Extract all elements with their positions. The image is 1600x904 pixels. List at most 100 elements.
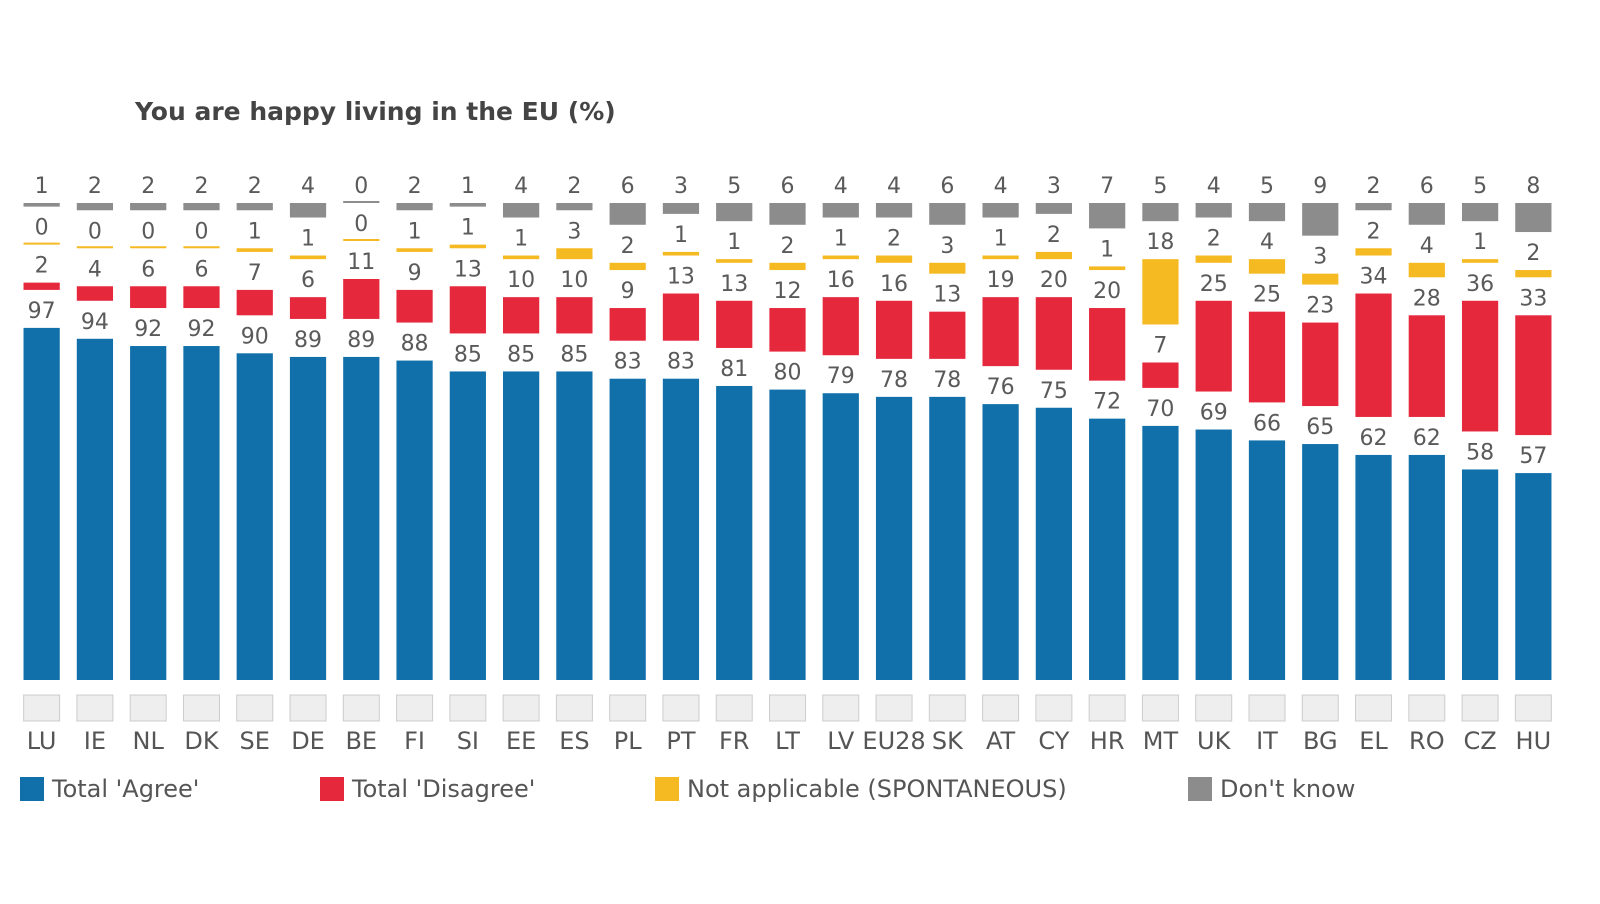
bar (929, 262, 966, 274)
value-label: 7 (248, 261, 262, 286)
flag (1141, 694, 1179, 722)
value-label: 4 (1420, 234, 1434, 259)
value-label: 89 (294, 328, 322, 353)
bar (236, 203, 273, 211)
value-label: 16 (880, 272, 908, 297)
bar (1302, 444, 1339, 680)
bar (1035, 407, 1072, 680)
bar (1089, 418, 1126, 680)
bar (396, 289, 433, 323)
value-label: 2 (194, 174, 208, 199)
bar (662, 378, 700, 680)
x-tick-label: NL (133, 727, 165, 755)
bar (503, 203, 540, 218)
bar (1142, 259, 1179, 325)
bar (183, 203, 220, 211)
bar (662, 203, 700, 214)
flag (1461, 694, 1499, 722)
value-label: 92 (187, 317, 215, 342)
value-label: 3 (1313, 245, 1327, 270)
bar (1515, 315, 1552, 436)
value-label: 83 (614, 350, 642, 375)
value-label: 1 (461, 174, 475, 199)
legend-label: Don't know (1220, 775, 1355, 803)
value-label: 0 (88, 219, 102, 244)
value-label: 1 (35, 174, 49, 199)
value-label: 2 (35, 254, 49, 279)
value-label: 2 (1207, 227, 1221, 252)
bar (1195, 255, 1232, 263)
flag (129, 694, 167, 722)
value-label: 10 (507, 268, 535, 293)
flag (928, 694, 966, 722)
bar (23, 242, 60, 245)
bar (769, 389, 806, 680)
bar (1461, 300, 1499, 432)
x-tick-label: UK (1197, 727, 1232, 755)
value-label: 79 (827, 364, 855, 389)
bar (130, 246, 167, 249)
bar (183, 346, 220, 680)
x-tick-label: IT (1256, 727, 1278, 755)
bar (130, 346, 167, 680)
value-label: 3 (674, 174, 688, 199)
value-label: 6 (940, 174, 954, 199)
bar (1461, 469, 1499, 680)
flag (1408, 694, 1446, 722)
bar (23, 282, 60, 290)
value-label: 25 (1253, 283, 1281, 308)
bar (183, 286, 220, 309)
bar (1355, 293, 1392, 417)
flag (449, 694, 487, 722)
value-label: 20 (1040, 268, 1068, 293)
flag (555, 694, 593, 722)
value-label: 0 (35, 216, 49, 241)
x-tick-label: CZ (1463, 727, 1496, 755)
value-label: 2 (1047, 223, 1061, 248)
bar (1195, 429, 1232, 680)
value-label: 4 (994, 174, 1008, 199)
bar (23, 203, 60, 207)
flag (502, 694, 540, 722)
legend-label: Total 'Disagree' (351, 775, 535, 803)
flag (1514, 694, 1552, 722)
bar (1142, 425, 1179, 680)
bar (1408, 454, 1445, 680)
value-label: 2 (887, 227, 901, 252)
legend-swatch (320, 777, 344, 801)
value-label: 13 (667, 265, 695, 290)
bar (1142, 203, 1179, 222)
flag (1088, 694, 1126, 722)
value-label: 13 (933, 283, 961, 308)
value-label: 3 (567, 219, 581, 244)
value-label: 36 (1466, 272, 1494, 297)
bar (23, 327, 60, 680)
bar (289, 297, 327, 319)
bar (769, 262, 806, 271)
flag (1301, 694, 1339, 722)
value-label: 1 (674, 223, 688, 248)
flag (342, 694, 380, 722)
value-label: 76 (987, 375, 1015, 400)
value-label: 83 (667, 350, 695, 375)
bar (929, 396, 966, 680)
value-label: 2 (781, 234, 795, 259)
bar (1355, 454, 1392, 680)
value-label: 19 (987, 268, 1015, 293)
value-label: 4 (887, 174, 901, 199)
bar (556, 248, 593, 260)
value-label: 28 (1413, 286, 1441, 311)
value-label: 1 (727, 230, 741, 255)
bar (289, 356, 327, 680)
value-label: 58 (1466, 440, 1494, 465)
x-tick-label: PT (666, 727, 695, 755)
bar (769, 308, 806, 352)
x-tick-label: ES (559, 727, 589, 755)
value-label: 6 (781, 174, 795, 199)
bar (929, 311, 966, 359)
value-label: 65 (1306, 415, 1334, 440)
bar (875, 396, 913, 680)
value-label: 9 (408, 261, 422, 286)
bar (1248, 311, 1286, 403)
